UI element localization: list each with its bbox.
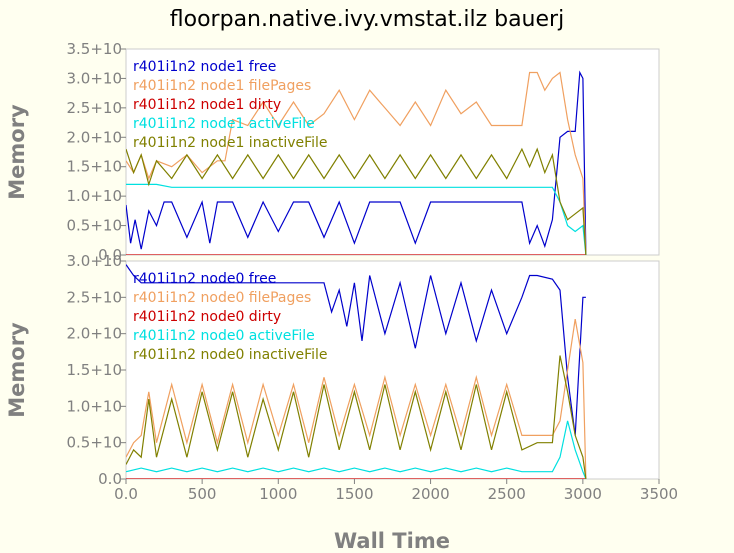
chart-title: floorpan.native.ivy.vmstat.ilz bauerj [170, 7, 564, 32]
legend: r401i1n2 node0 free r401i1n2 node0 filePa… [133, 271, 328, 363]
y-tick-label: 2.5+10 [66, 288, 122, 306]
legend-entry-4: r401i1n2 node0 activeFile [133, 328, 315, 344]
x-axis-label: Wall Time [334, 529, 450, 553]
y-tick-label: 1.0+10 [66, 187, 122, 205]
x-tick-label: 2000 [411, 485, 449, 503]
series-line-1 [126, 264, 586, 436]
legend-entry-1: r401i1n2 node0 free [133, 271, 276, 287]
y-tick-label: 2.0+10 [66, 128, 122, 146]
series-line-4 [126, 420, 587, 479]
series-line-2 [126, 71, 587, 255]
plot-area [125, 48, 660, 256]
x-tick-label: 3000 [564, 485, 602, 503]
y-tick-label: 0.0 [98, 470, 122, 488]
chart-panels: 0.0 0.5+10 1.0+10 1.5+10 2.0+10 2.5+10 3.0+10 3… [5, 40, 660, 488]
y-tick-label: 2.0+10 [66, 325, 122, 343]
y-axis-label: Memory [5, 104, 29, 200]
y-tick-label: 3.0+10 [66, 252, 122, 270]
y-tick-label: 3.5+10 [66, 40, 122, 58]
plot-area [125, 260, 660, 480]
x-tick-label: 500 [188, 485, 217, 503]
series-line-5 [126, 147, 587, 255]
x-tick-label: 1500 [335, 485, 373, 503]
x-tick-label: 2500 [488, 485, 526, 503]
series-lines [126, 70, 587, 255]
series-line-4 [126, 183, 587, 255]
legend-entry-3: r401i1n2 node1 dirty [133, 97, 281, 113]
x-tick-label: 3500 [640, 485, 678, 503]
legend: r401i1n2 node1 free r401i1n2 node1 filePa… [133, 59, 328, 151]
legend-entry-5: r401i1n2 node1 inactiveFile [133, 135, 328, 151]
legend-entry-5: r401i1n2 node0 inactiveFile [133, 347, 328, 363]
y-tick-label: 1.0+10 [66, 397, 122, 415]
series-line-5 [126, 355, 587, 479]
y-tick-label: 0.5+10 [66, 217, 122, 235]
series-line-1 [126, 70, 587, 255]
y-tick-label: 1.5+10 [66, 158, 122, 176]
y-tick-label: 2.5+10 [66, 99, 122, 117]
x-axis: 0.0 500 1000 1500 2000 2500 3000 3500 Wall Time [114, 479, 678, 553]
legend-entry-3: r401i1n2 node0 dirty [133, 309, 281, 325]
panel-2: 0.0 0.5+10 1.0+10 1.5+10 2.0+10 2.5+10 3.0+10 M… [5, 252, 660, 488]
y-tick-label: 0.5+10 [66, 434, 122, 452]
panel-1: 0.0 0.5+10 1.0+10 1.5+10 2.0+10 2.5+10 3.0+10 3… [5, 40, 660, 264]
y-axis-label: Memory [5, 322, 29, 418]
legend-entry-2: r401i1n2 node1 filePages [133, 78, 311, 94]
series-line-2 [126, 318, 587, 479]
legend-entry-1: r401i1n2 node1 free [133, 59, 276, 75]
y-tick-label: 3.0+10 [66, 69, 122, 87]
x-tick-label: 0.0 [114, 485, 138, 503]
series-lines [126, 264, 587, 479]
legend-entry-2: r401i1n2 node0 filePages [133, 290, 311, 306]
y-tick-label: 0.0 [98, 246, 122, 264]
y-tick-label: 1.5+10 [66, 361, 122, 379]
x-tick-label: 1000 [259, 485, 297, 503]
legend-entry-4: r401i1n2 node1 activeFile [133, 116, 315, 132]
